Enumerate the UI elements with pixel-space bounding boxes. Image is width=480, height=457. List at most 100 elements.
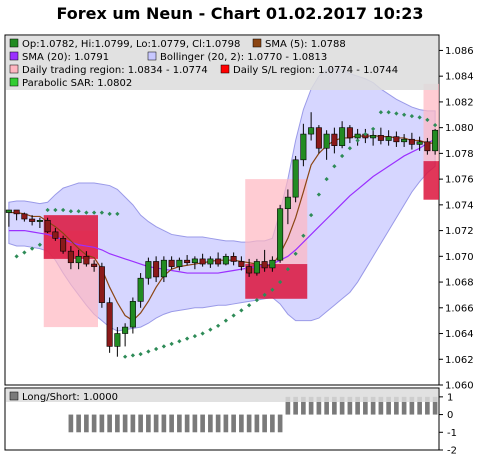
long-short-bar <box>316 396 322 415</box>
candle <box>269 259 276 269</box>
long-short-bar <box>285 396 291 415</box>
sar-dot <box>216 323 221 328</box>
long-short-bar <box>293 396 298 415</box>
sub-y-tick-label: 1 <box>447 392 453 403</box>
candle <box>346 127 353 139</box>
long-short-bar <box>231 414 236 433</box>
long-short-bar <box>138 414 143 433</box>
legend-box <box>6 36 438 90</box>
candle <box>114 333 121 347</box>
long-short-bar <box>332 396 337 415</box>
long-short-bar <box>208 414 213 433</box>
candle <box>331 133 338 146</box>
candle <box>323 133 330 149</box>
long-short-plot <box>68 396 438 433</box>
candle <box>137 277 144 302</box>
sar-dot <box>332 164 337 169</box>
sar-dot <box>130 353 135 358</box>
sub-y-axis: 1 0 -1 -2 <box>439 392 457 457</box>
sar-dot <box>254 297 259 303</box>
long-short-bar <box>246 414 252 433</box>
candle <box>67 250 74 264</box>
long-short-bar <box>192 414 198 433</box>
long-short-bar <box>370 396 376 415</box>
candle <box>401 138 408 143</box>
candle <box>52 231 59 239</box>
legend-swatch-bollinger <box>147 51 157 61</box>
long-short-bar <box>401 396 407 415</box>
long-short-bar <box>76 414 81 433</box>
long-short-bar <box>339 396 345 415</box>
long-short-bar <box>200 414 205 433</box>
candle <box>284 196 291 210</box>
sar-dot <box>355 138 360 143</box>
long-short-bar <box>262 414 267 433</box>
legend-swatch-daily-region <box>9 64 19 74</box>
long-short-bar <box>115 414 120 433</box>
sub-y-tick-label: -1 <box>447 428 457 439</box>
long-short-bar <box>68 414 74 433</box>
candle <box>416 141 423 145</box>
candle <box>261 261 268 269</box>
candle <box>238 261 245 267</box>
main-y-axis: 1.060 1.062 1.064 1.066 1.068 1.070 1.072 1.074… <box>439 46 474 392</box>
candle <box>308 127 315 135</box>
candle <box>315 127 322 149</box>
long-short-bar <box>277 414 283 433</box>
candle <box>191 258 198 264</box>
candle <box>29 218 36 222</box>
candle <box>253 261 260 274</box>
candle <box>370 135 377 139</box>
candle <box>75 256 82 264</box>
candle <box>168 259 175 267</box>
candle <box>122 326 129 334</box>
legend-bollinger: Bollinger (20, 2): 1.0770 - 1.0813 <box>160 52 327 63</box>
legend: Op:1.0782, Hi:1.0799, Lo:1.0779, Cl:1.07… <box>9 38 398 89</box>
sar-dot <box>92 210 97 215</box>
legend-swatch-sar <box>9 77 19 87</box>
sar-dot <box>340 153 345 159</box>
long-short-bar <box>107 414 112 433</box>
candle <box>36 219 43 222</box>
long-short-bar <box>161 414 167 433</box>
y-tick-label: 1.076 <box>445 175 474 186</box>
sar-dot <box>363 131 368 137</box>
candle <box>354 133 361 139</box>
candle <box>222 256 229 265</box>
candle <box>44 219 51 233</box>
sar-dot <box>231 313 236 318</box>
candle <box>215 258 222 265</box>
legend-sar: Parabolic SAR: 1.0802 <box>22 78 132 89</box>
y-tick-label: 1.078 <box>445 149 474 160</box>
candle <box>292 159 299 198</box>
candle <box>300 133 307 161</box>
long-short-bar <box>301 396 306 415</box>
sar-dot <box>262 292 267 298</box>
sar-dot <box>347 146 352 151</box>
y-tick-label: 1.060 <box>445 381 474 392</box>
legend-swatch-sma20 <box>9 51 19 61</box>
long-short-bar <box>409 396 415 415</box>
chart-title: Forex um Neun - Chart 01.02.2017 10:23 <box>56 4 424 23</box>
sub-y-tick-label: 0 <box>447 410 453 421</box>
candle <box>377 135 384 141</box>
candle <box>60 238 67 252</box>
sar-dot <box>76 209 81 214</box>
candle <box>184 259 191 264</box>
y-tick-label: 1.080 <box>445 123 474 134</box>
long-short-bar <box>425 396 430 415</box>
y-tick-label: 1.070 <box>445 252 474 263</box>
sar-dot <box>30 246 35 251</box>
candle <box>339 127 346 146</box>
long-short-bar <box>99 414 105 433</box>
long-short-bar <box>386 396 391 415</box>
sar-dot <box>208 327 213 332</box>
y-tick-label: 1.082 <box>445 97 474 108</box>
sar-dot <box>309 213 314 218</box>
long-short-bar <box>254 414 260 433</box>
y-tick-label: 1.072 <box>445 226 474 237</box>
sar-dot <box>301 233 306 238</box>
long-short-bar <box>347 396 353 415</box>
long-short-bar <box>84 414 89 433</box>
sub-legend-box <box>6 389 438 402</box>
